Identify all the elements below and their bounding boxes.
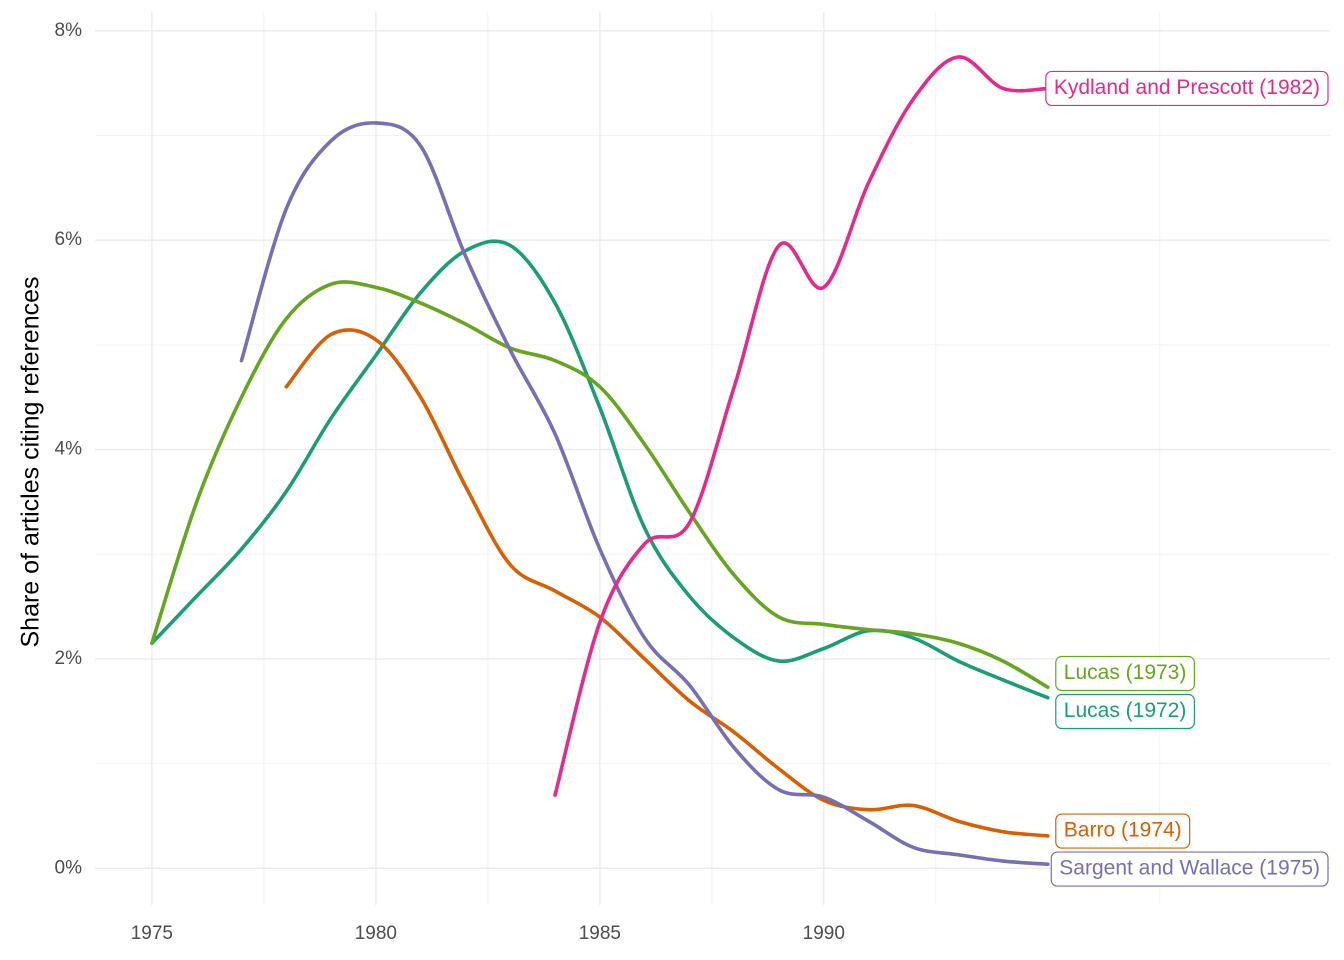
label-box: [1055, 813, 1191, 849]
series-label: Lucas (1973): [1055, 655, 1195, 692]
x-tick-label: 1990: [803, 923, 845, 944]
y-tick-label: 2%: [55, 648, 83, 669]
series-label: Barro (1974): [1055, 813, 1191, 849]
series-label: Lucas (1972): [1055, 693, 1195, 730]
legend-label: Kydland and Prescott (1982): [1054, 76, 1320, 99]
legend-label: Lucas (1973): [1064, 661, 1187, 684]
y-tick-label: 0%: [55, 857, 83, 878]
label-box: [1045, 70, 1329, 107]
y-axis-title: Share of articles citing references: [17, 276, 45, 647]
series-line: [284, 328, 1050, 838]
x-tick-label: 1975: [131, 923, 173, 944]
series-line: [553, 55, 1050, 797]
legend-label: Sargent and Wallace (1975): [1059, 857, 1320, 880]
y-tick-label: 8%: [55, 20, 83, 41]
series-line: [239, 121, 1050, 866]
label-box: [1050, 851, 1329, 887]
x-tick-label: 1985: [579, 923, 621, 944]
legend-label: Lucas (1972): [1064, 699, 1187, 722]
x-tick-label: 1980: [355, 923, 397, 944]
legend-label: Barro (1974): [1064, 819, 1182, 842]
label-box: [1055, 655, 1195, 692]
series-label: Sargent and Wallace (1975): [1050, 851, 1329, 887]
y-tick-label: 4%: [55, 439, 83, 460]
series-line: [150, 280, 1050, 690]
y-tick-label: 6%: [55, 229, 83, 250]
series-label: Kydland and Prescott (1982): [1045, 70, 1329, 107]
label-box: [1055, 693, 1195, 730]
